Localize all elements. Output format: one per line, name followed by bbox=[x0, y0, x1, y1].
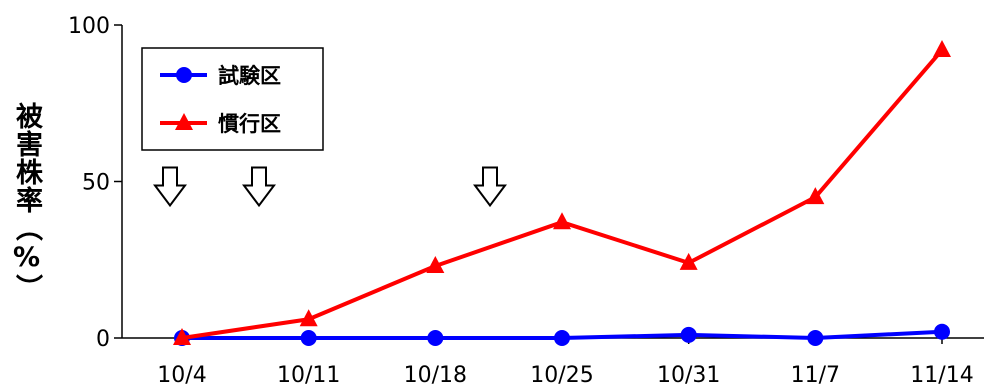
y-tick-label: 100 bbox=[68, 14, 110, 39]
down-arrow-annotation bbox=[242, 166, 276, 208]
legend-box bbox=[141, 47, 324, 151]
data-point bbox=[427, 330, 444, 346]
data-point bbox=[679, 252, 698, 270]
legend-label-1: 試験区 bbox=[218, 64, 281, 88]
x-tick-label: 10/4 bbox=[157, 363, 206, 388]
annotations bbox=[153, 166, 507, 208]
legend-marker-1 bbox=[176, 67, 192, 83]
x-tick-label: 10/25 bbox=[530, 363, 593, 388]
data-point bbox=[554, 330, 570, 346]
y-axis-label: 被害株率（%） bbox=[11, 102, 42, 302]
down-arrow-annotation bbox=[473, 166, 507, 208]
data-point bbox=[933, 40, 951, 58]
data-point bbox=[300, 330, 317, 346]
x-tick-label: 10/18 bbox=[404, 363, 467, 388]
data-point bbox=[299, 309, 318, 327]
series bbox=[173, 40, 951, 346]
data-point bbox=[553, 212, 571, 230]
legend-marker-2 bbox=[175, 113, 193, 130]
x-tick-label: 10/31 bbox=[657, 363, 720, 388]
x-tick-label: 11/14 bbox=[910, 363, 973, 388]
y-ticks: 0 50 100 bbox=[68, 14, 122, 352]
data-point bbox=[173, 328, 191, 345]
data-point bbox=[426, 256, 445, 274]
data-point bbox=[934, 323, 950, 340]
down-arrow-annotation bbox=[153, 166, 187, 208]
x-ticks: 10/4 10/11 10/18 10/25 10/31 11/7 11/14 bbox=[157, 338, 974, 388]
data-point bbox=[680, 326, 697, 343]
x-tick-label: 10/11 bbox=[277, 363, 340, 388]
data-point bbox=[806, 187, 825, 205]
data-point bbox=[807, 330, 824, 346]
legend-label-2: 慣行区 bbox=[217, 112, 281, 136]
x-tick-label: 11/7 bbox=[791, 363, 840, 388]
y-tick-label: 50 bbox=[82, 171, 110, 196]
y-tick-label: 0 bbox=[96, 327, 110, 352]
